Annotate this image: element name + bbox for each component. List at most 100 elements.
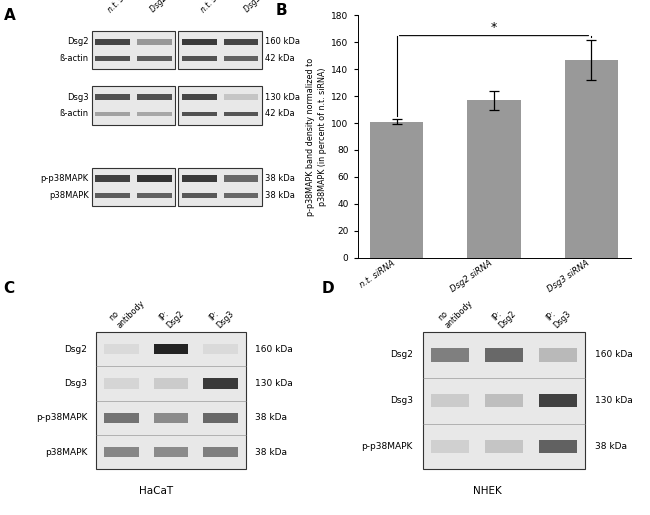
Bar xyxy=(224,112,259,116)
Bar xyxy=(203,413,238,423)
Bar xyxy=(137,39,172,45)
Bar xyxy=(430,394,469,407)
Bar xyxy=(137,94,172,100)
Bar xyxy=(370,122,423,258)
Bar xyxy=(96,193,130,198)
Text: Dsg2: Dsg2 xyxy=(390,350,413,359)
Text: 38 kDa: 38 kDa xyxy=(255,448,287,457)
Bar xyxy=(103,413,138,423)
Text: Dsg3: Dsg3 xyxy=(390,396,413,405)
Text: 42 kDa: 42 kDa xyxy=(265,109,294,118)
Text: NHEK: NHEK xyxy=(473,486,502,496)
Bar xyxy=(182,94,216,100)
Bar xyxy=(565,60,618,258)
Text: n.t. siRNA: n.t. siRNA xyxy=(199,0,232,14)
Bar xyxy=(422,332,585,469)
Bar xyxy=(103,447,138,457)
Text: p-p38MAPK: p-p38MAPK xyxy=(40,174,88,183)
Bar xyxy=(137,112,172,116)
Bar xyxy=(224,94,259,100)
Text: HaCaT: HaCaT xyxy=(139,486,173,496)
Bar xyxy=(203,379,238,389)
Bar xyxy=(485,439,523,453)
Text: 38 kDa: 38 kDa xyxy=(595,442,627,451)
Text: Dsg3 siRNA: Dsg3 siRNA xyxy=(242,0,280,14)
Bar xyxy=(182,175,216,182)
Bar xyxy=(467,100,521,258)
Text: A: A xyxy=(3,8,15,23)
Bar xyxy=(96,39,130,45)
Bar xyxy=(182,193,216,198)
Text: p-p38MAPK: p-p38MAPK xyxy=(36,413,87,422)
Text: p38MAPK: p38MAPK xyxy=(49,191,88,200)
Text: B: B xyxy=(276,3,287,19)
Bar xyxy=(485,394,523,407)
Text: Dsg2 siRNA: Dsg2 siRNA xyxy=(148,0,186,14)
Bar xyxy=(153,413,188,423)
Bar xyxy=(96,94,130,100)
Bar xyxy=(224,39,259,45)
Text: ß-actin: ß-actin xyxy=(60,54,88,63)
Text: Dsg3: Dsg3 xyxy=(64,379,87,388)
Text: 38 kDa: 38 kDa xyxy=(265,174,295,183)
Text: p38MAPK: p38MAPK xyxy=(45,448,87,457)
Text: 160 kDa: 160 kDa xyxy=(595,350,632,359)
Text: 130 kDa: 130 kDa xyxy=(255,379,292,388)
Bar xyxy=(539,439,577,453)
Text: Dsg2: Dsg2 xyxy=(67,38,88,46)
Bar xyxy=(92,87,176,125)
Text: IP:
Dsg2: IP: Dsg2 xyxy=(157,302,185,330)
Bar xyxy=(153,379,188,389)
Bar xyxy=(103,344,138,354)
Bar xyxy=(539,348,577,362)
Text: no
antibody: no antibody xyxy=(107,291,146,330)
Bar xyxy=(178,168,262,206)
Text: D: D xyxy=(322,281,334,296)
Text: no
antibody: no antibody xyxy=(436,291,474,330)
Bar xyxy=(96,332,246,469)
Text: Dsg3: Dsg3 xyxy=(67,93,88,101)
Bar xyxy=(224,193,259,198)
Text: IP:
Dsg3: IP: Dsg3 xyxy=(207,302,235,330)
Text: 130 kDa: 130 kDa xyxy=(265,93,300,101)
Bar xyxy=(153,344,188,354)
Text: n.t. siRNA: n.t. siRNA xyxy=(107,0,139,14)
Text: *: * xyxy=(491,21,497,33)
Bar xyxy=(96,175,130,182)
Bar xyxy=(96,112,130,116)
Bar xyxy=(96,56,130,61)
Text: 38 kDa: 38 kDa xyxy=(265,191,295,200)
Text: C: C xyxy=(3,281,15,296)
Text: 42 kDa: 42 kDa xyxy=(265,54,294,63)
Bar xyxy=(178,31,262,70)
Bar xyxy=(539,394,577,407)
Bar xyxy=(182,112,216,116)
Text: 38 kDa: 38 kDa xyxy=(255,413,287,422)
Bar xyxy=(430,348,469,362)
Bar xyxy=(92,168,176,206)
Bar xyxy=(178,87,262,125)
Bar xyxy=(485,348,523,362)
Bar xyxy=(92,31,176,70)
Text: ß-actin: ß-actin xyxy=(60,109,88,118)
Text: IP:
Dsg2: IP: Dsg2 xyxy=(490,302,518,330)
Bar xyxy=(103,379,138,389)
Bar xyxy=(137,175,172,182)
Bar xyxy=(203,344,238,354)
Bar xyxy=(137,193,172,198)
Bar xyxy=(153,447,188,457)
Bar xyxy=(182,39,216,45)
Y-axis label: p-p38MAPK band density normalized to
p38MAPK (in percent of n.t. siRNA): p-p38MAPK band density normalized to p38… xyxy=(306,57,327,216)
Bar xyxy=(182,56,216,61)
Bar xyxy=(224,56,259,61)
Bar xyxy=(224,175,259,182)
Bar xyxy=(137,56,172,61)
Text: Dsg2: Dsg2 xyxy=(64,345,87,354)
Bar xyxy=(203,447,238,457)
Text: 160 kDa: 160 kDa xyxy=(255,345,292,354)
Text: 160 kDa: 160 kDa xyxy=(265,38,300,46)
Text: IP:
Dsg3: IP: Dsg3 xyxy=(544,302,572,330)
Bar xyxy=(430,439,469,453)
Text: 130 kDa: 130 kDa xyxy=(595,396,632,405)
Text: p-p38MAPK: p-p38MAPK xyxy=(361,442,413,451)
